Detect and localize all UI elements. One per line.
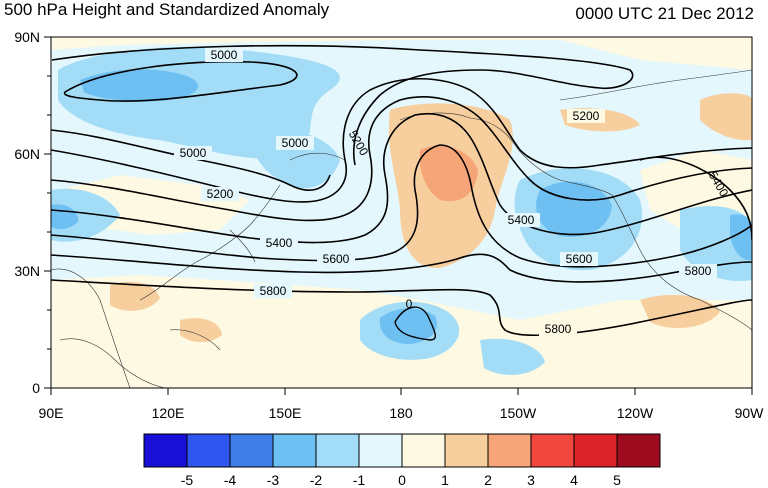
contour-label: 5000 [282,136,309,150]
colorbar-swatch [401,433,446,468]
colorbar-tick-label: 0 [398,472,406,488]
contour-label: 5600 [566,252,593,266]
lon-label: 180 [389,405,413,421]
lat-ticks [44,36,51,389]
contour-label: 5400 [266,236,293,250]
colorbar-swatch [315,433,360,468]
lon-label: 150E [269,405,302,421]
colorbar-swatch [272,433,317,468]
lat-label: 90N [14,29,40,45]
colorbar-tick-label: -3 [267,472,280,488]
colorbar-swatch [358,433,403,468]
lon-label: 120E [152,405,185,421]
colorbar-tick-label: 2 [484,472,492,488]
lon-ticks [50,388,753,395]
colorbar-tick-label: 4 [570,472,578,488]
lat-label: 60N [14,146,40,162]
colorbar-swatch [530,433,575,468]
colorbar-tick-label: -2 [310,472,323,488]
contour-label: 5800 [260,284,287,298]
colorbar-tick-label: 5 [613,472,621,488]
contour-label: 5200 [573,109,600,123]
colorbar-swatch [616,433,661,468]
anomaly-field [51,37,752,388]
lon-label: 90E [39,405,64,421]
contour-label: 5200 [207,187,234,201]
colorbar-tick-label: -1 [353,472,366,488]
colorbar-tick-label: 3 [527,472,535,488]
contour-label: 5600 [323,252,350,266]
colorbar-tick-label: 1 [441,472,449,488]
lon-label: 150W [500,405,537,421]
colorbar-tick-label: -5 [181,472,194,488]
lon-label: 90W [735,405,765,421]
contour-label: 5000 [180,146,207,160]
height-contours [51,44,752,341]
contour-label: 5800 [545,322,572,336]
contour-label: 0 [406,297,413,311]
colorbar-tick-label: -4 [224,472,237,488]
contour-label: 5800 [685,264,712,278]
lat-label: 0 [32,380,40,396]
colorbar-labels: -5 -4 -3 -2 -1 0 1 2 3 4 5 [181,472,621,488]
contour-label-group: 5000 5000 5000 5200 5200 5400 5400 5600 … [174,48,731,336]
contour-label: 5000 [211,48,238,62]
lon-label: 120W [617,405,654,421]
colorbar-swatch [573,433,618,468]
colorbar-swatch [229,433,274,468]
datetime-label: 0000 UTC 21 Dec 2012 [575,4,754,23]
colorbar-swatch [444,433,489,468]
chart-title: 500 hPa Height and Standardized Anomaly [4,0,330,19]
colorbar-swatch [186,433,231,468]
colorbar-swatch [487,433,532,468]
contour-label: 5400 [508,213,535,227]
colorbar [143,433,661,468]
colorbar-swatch [143,433,188,468]
lat-label: 30N [14,263,40,279]
